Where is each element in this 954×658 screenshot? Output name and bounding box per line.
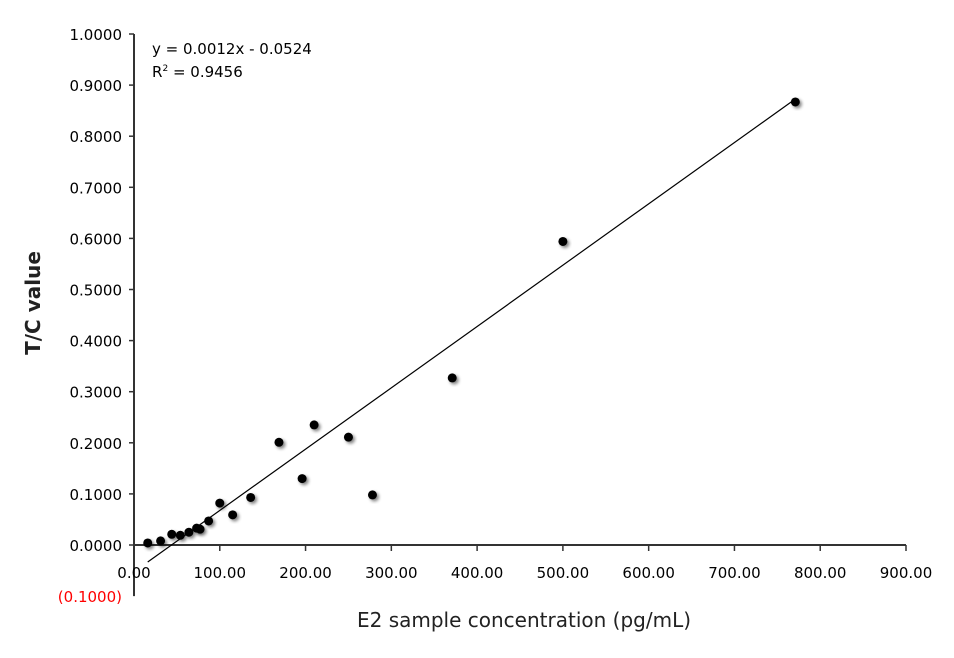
- y-tick-label: 0.5000: [70, 282, 123, 300]
- data-point: [309, 420, 319, 430]
- y-tick-label: 0.6000: [70, 230, 123, 248]
- x-tick-label: 600.00: [622, 564, 675, 582]
- data-points: [143, 97, 800, 548]
- data-point: [367, 490, 377, 500]
- data-point: [156, 536, 166, 546]
- y-tick-label: 0.7000: [70, 179, 123, 197]
- data-point: [790, 97, 800, 107]
- y-axis-title: T/C value: [21, 251, 45, 355]
- y-tick-label: 0.4000: [70, 333, 123, 351]
- x-tick-label: 300.00: [365, 564, 418, 582]
- y-tick-label: 0.0000: [70, 537, 123, 555]
- y-axis: (0.1000) 0.0000 0.1000 0.2000 0.3000 0.4000 0.…: [58, 26, 135, 606]
- data-point: [274, 437, 284, 447]
- x-tick-label: 500.00: [537, 564, 590, 582]
- y-tick-label: 0.3000: [70, 384, 123, 402]
- data-point: [184, 527, 194, 537]
- data-point: [558, 236, 568, 246]
- data-point: [204, 516, 214, 526]
- x-axis: 0.00 100.00 200.00 300.00 400.00 500.00 600.00…: [117, 544, 933, 582]
- x-tick-label: 700.00: [708, 564, 761, 582]
- data-point: [228, 510, 238, 520]
- y-tick-label: 1.0000: [70, 26, 123, 44]
- trendline: [147, 98, 796, 563]
- x-tick-label: 100.00: [194, 564, 247, 582]
- x-axis-title: E2 sample concentration (pg/mL): [357, 608, 691, 632]
- y-tick-label: 0.9000: [70, 77, 123, 95]
- data-point: [343, 432, 353, 442]
- r-squared-label: R2 = 0.9456: [152, 63, 243, 81]
- data-point: [167, 529, 177, 539]
- x-tick-label: 900.00: [880, 564, 933, 582]
- x-tick-label: 200.00: [279, 564, 332, 582]
- y-tick-label: (0.1000): [58, 588, 122, 606]
- data-point: [195, 524, 205, 534]
- trendline-equation: y = 0.0012x - 0.0524: [152, 40, 312, 58]
- data-point: [175, 530, 185, 540]
- y-tick-label: 0.2000: [70, 435, 123, 453]
- data-point: [297, 474, 307, 484]
- y-tick-label: 0.8000: [70, 128, 123, 146]
- x-tick-label: 0.00: [117, 564, 150, 582]
- x-tick-label: 800.00: [794, 564, 847, 582]
- data-point: [246, 492, 256, 502]
- data-point: [447, 373, 457, 383]
- x-tick-label: 400.00: [451, 564, 504, 582]
- trendline-line: [147, 98, 796, 563]
- y-tick-label: 0.1000: [70, 486, 123, 504]
- data-point: [143, 538, 153, 548]
- data-point: [215, 498, 225, 508]
